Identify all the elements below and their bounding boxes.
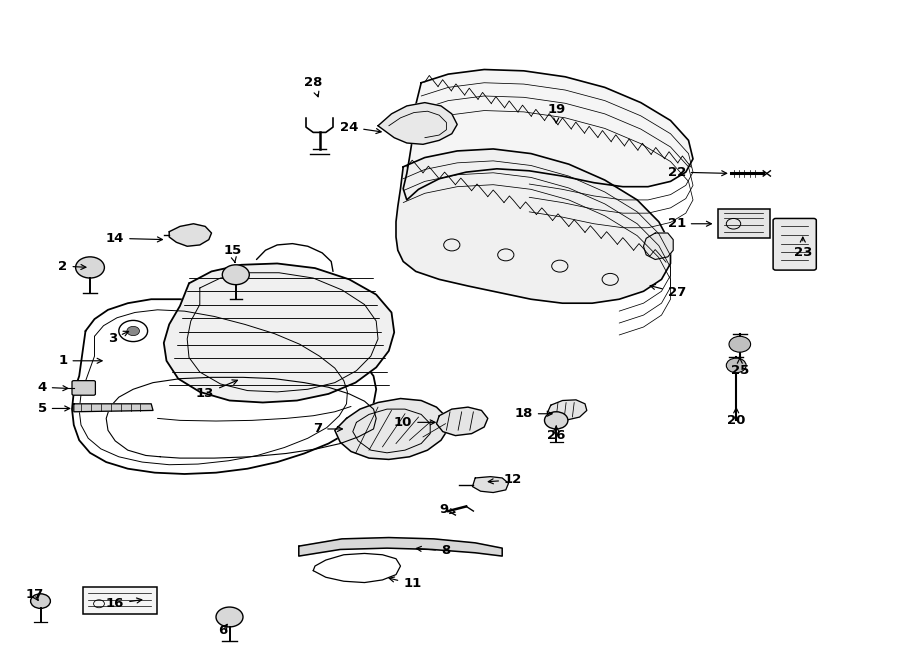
Text: 12: 12 <box>489 473 522 487</box>
Circle shape <box>222 265 249 285</box>
Text: 16: 16 <box>106 597 142 610</box>
Polygon shape <box>403 70 693 200</box>
Text: 11: 11 <box>389 577 421 591</box>
Polygon shape <box>378 103 457 144</box>
Text: 2: 2 <box>58 260 86 273</box>
Text: 21: 21 <box>668 217 711 230</box>
Text: 28: 28 <box>304 76 322 97</box>
Text: 19: 19 <box>547 103 565 123</box>
Text: 10: 10 <box>394 416 435 429</box>
Circle shape <box>729 336 751 352</box>
Polygon shape <box>396 149 670 303</box>
Polygon shape <box>74 404 153 412</box>
Circle shape <box>31 594 50 608</box>
Text: 6: 6 <box>219 624 228 637</box>
FancyBboxPatch shape <box>773 218 816 270</box>
Circle shape <box>76 257 104 278</box>
Polygon shape <box>436 407 488 436</box>
Text: 18: 18 <box>515 407 552 420</box>
Polygon shape <box>335 399 448 459</box>
Text: 13: 13 <box>196 380 238 401</box>
FancyBboxPatch shape <box>72 381 95 395</box>
Circle shape <box>726 358 746 373</box>
Text: 22: 22 <box>668 166 726 179</box>
Circle shape <box>544 412 568 429</box>
Bar <box>718 209 770 238</box>
Text: 14: 14 <box>106 232 162 245</box>
Text: 26: 26 <box>547 426 565 442</box>
Bar <box>83 587 157 614</box>
Polygon shape <box>299 538 502 556</box>
Polygon shape <box>472 477 508 493</box>
Text: 1: 1 <box>58 354 102 367</box>
Text: 7: 7 <box>313 422 342 436</box>
Text: 9: 9 <box>439 503 455 516</box>
Text: 27: 27 <box>650 285 686 299</box>
Text: 24: 24 <box>340 120 381 134</box>
Circle shape <box>216 607 243 627</box>
Text: 15: 15 <box>223 244 241 263</box>
Text: 5: 5 <box>38 402 69 415</box>
Text: 17: 17 <box>25 588 43 601</box>
Text: 8: 8 <box>417 544 450 557</box>
Circle shape <box>127 326 140 336</box>
Polygon shape <box>164 263 394 402</box>
Text: 25: 25 <box>731 358 749 377</box>
Text: 20: 20 <box>727 408 745 427</box>
Polygon shape <box>547 400 587 420</box>
Polygon shape <box>169 224 211 246</box>
Text: 23: 23 <box>794 237 812 260</box>
Text: 4: 4 <box>38 381 68 394</box>
Polygon shape <box>644 233 673 260</box>
Text: 3: 3 <box>108 331 129 346</box>
